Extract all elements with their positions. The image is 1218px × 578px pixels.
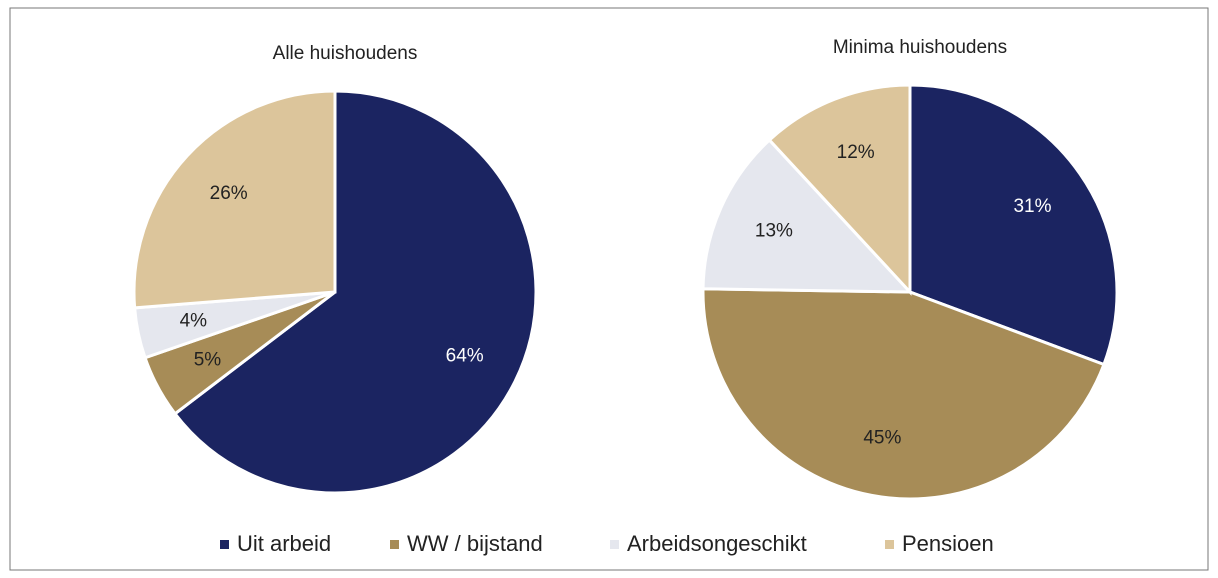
data-label: 4% [180,311,208,332]
data-label: 12% [837,142,875,163]
data-label: 64% [446,345,484,366]
legend-label: WW / bijstand [407,531,543,556]
legend-swatch [390,540,399,549]
pie-slice [767,83,912,296]
chart-title: Minima huishoudens [833,37,1007,58]
pie-slice [701,287,1106,501]
chart-title: Alle huishoudens [273,43,418,64]
legend-swatch [220,540,229,549]
legend-label: Uit arbeid [237,531,331,556]
data-label: 26% [210,183,248,204]
data-label: 45% [863,427,901,448]
legend-swatch [610,540,619,549]
pie-slice [908,83,1119,367]
pie-slice [132,89,337,310]
data-label: 13% [755,220,793,241]
legend-label: Pensioen [902,531,994,556]
legend-label: Arbeidsongeschikt [627,531,807,556]
pie-slice [701,137,914,294]
data-label: 5% [194,349,222,370]
data-label: 31% [1013,196,1051,217]
pie-slice [172,89,538,495]
legend-swatch [885,540,894,549]
